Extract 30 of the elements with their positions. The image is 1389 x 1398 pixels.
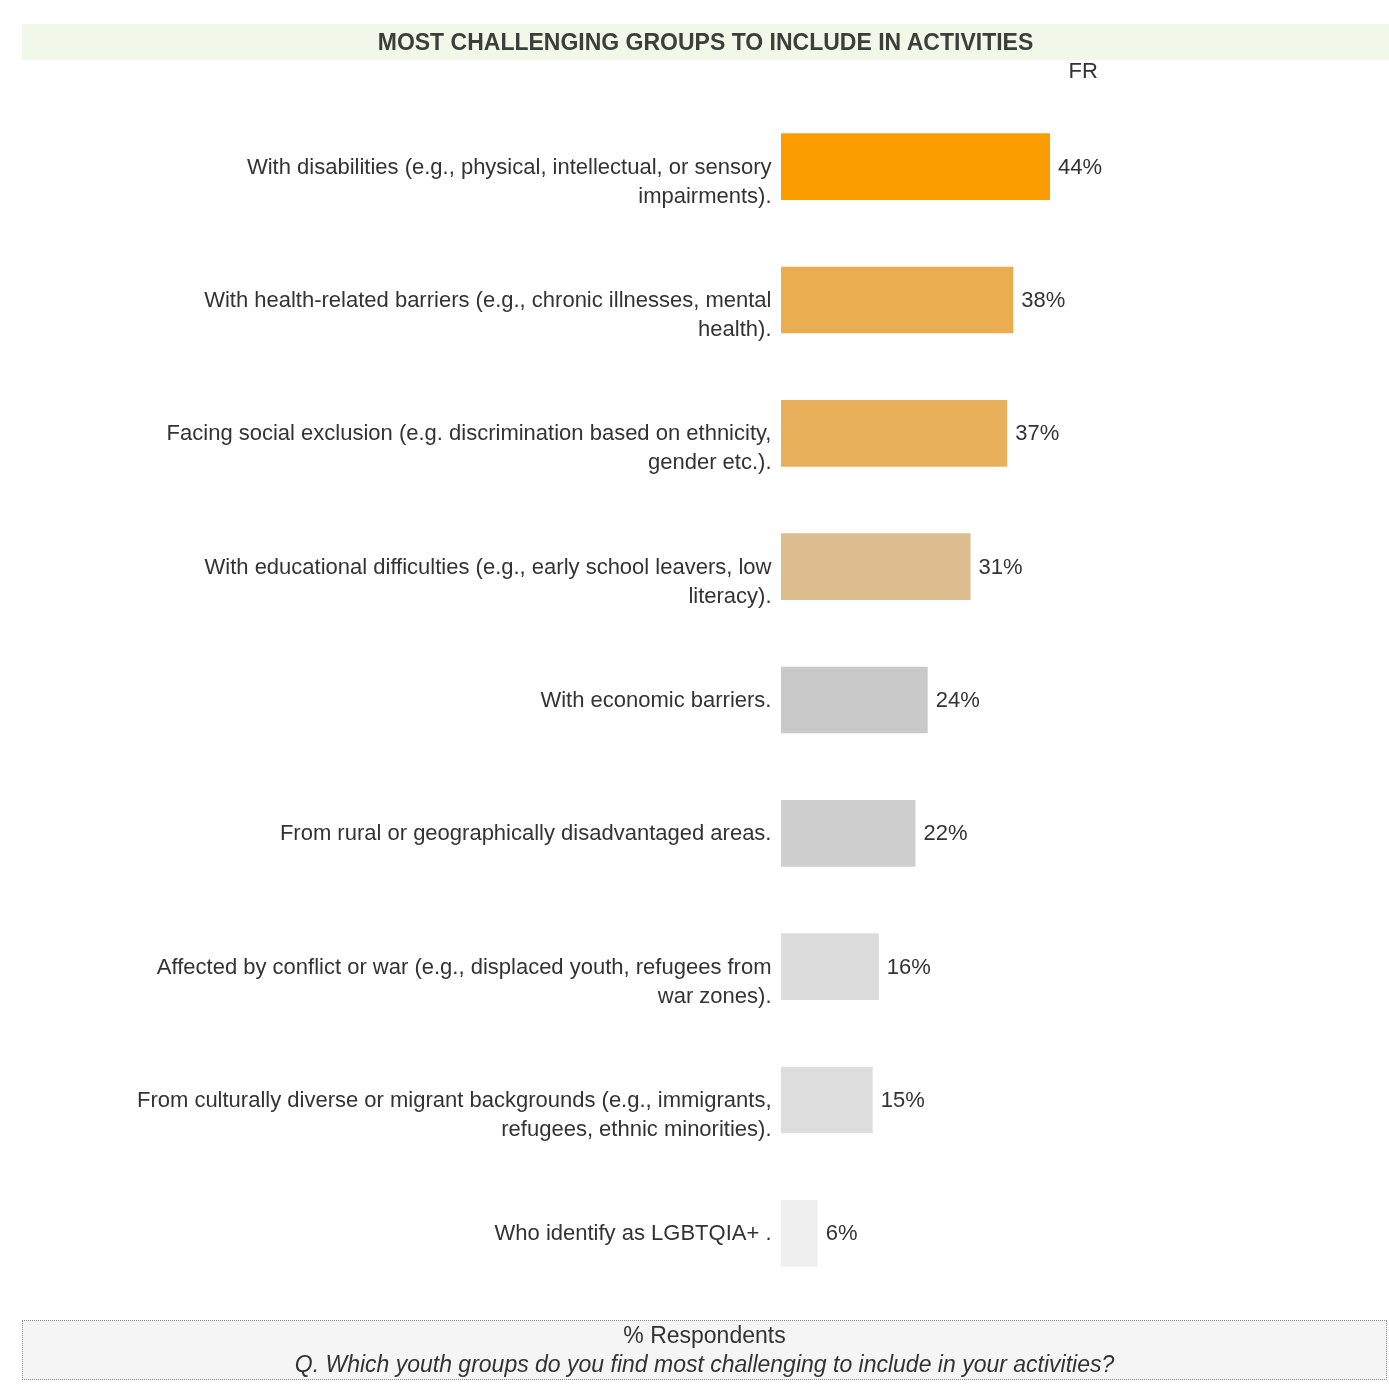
x-axis-title: FR xyxy=(1068,57,1098,83)
y-tick-label: With economic barriers. xyxy=(540,687,772,712)
y-tick-label: Affected by conflict or war (e.g., displaced youth, refugees from war zones). xyxy=(156,953,772,1008)
y-tick-label: With health-related barriers (e.g., chronic illnesses, mental health). xyxy=(204,287,772,341)
chart-title: MOST CHALLENGING GROUPS TO INCLUDE IN ACTIVITIES xyxy=(377,29,1034,55)
y-tick-label: With disabilities (e.g., physical, intellectual, or sensory impairments). xyxy=(246,153,772,208)
data-label: 44% xyxy=(1058,153,1103,179)
data-label: 37% xyxy=(1015,420,1060,446)
y-tick-label: With educational difficulties (e.g., early school leavers, low literacy). xyxy=(204,553,772,608)
y-tick-label: From rural or geographically disadvantaged areas. xyxy=(279,820,772,846)
data-label: 31% xyxy=(978,553,1023,579)
text: % Respondents xyxy=(622,1321,787,1350)
bar xyxy=(781,933,879,1000)
bar xyxy=(781,400,1008,467)
data-label: 24% xyxy=(935,687,980,712)
bar xyxy=(781,1066,873,1134)
bar xyxy=(781,133,1050,200)
bar xyxy=(781,800,916,867)
data-label: 15% xyxy=(880,1087,925,1112)
text: Q. Which youth groups do you find most challenging to include in your activities? xyxy=(293,1350,1116,1379)
y-tick-label: From culturally diverse or migrant backgrounds (e.g., immigrants, refugees, ethnic minorities). xyxy=(136,1087,772,1141)
y-tick-label: Who identify as LGBTQIA+ . xyxy=(494,1220,772,1246)
data-label: 22% xyxy=(923,820,968,846)
bar xyxy=(781,266,1014,334)
y-tick-label: Facing social exclusion (e.g. discrimination based on ethnicity, gender etc.). xyxy=(166,420,772,475)
data-label: 38% xyxy=(1021,287,1066,312)
data-label: 16% xyxy=(886,953,931,979)
bar xyxy=(781,666,928,734)
data-label: 6% xyxy=(825,1220,858,1246)
bar xyxy=(781,533,971,600)
